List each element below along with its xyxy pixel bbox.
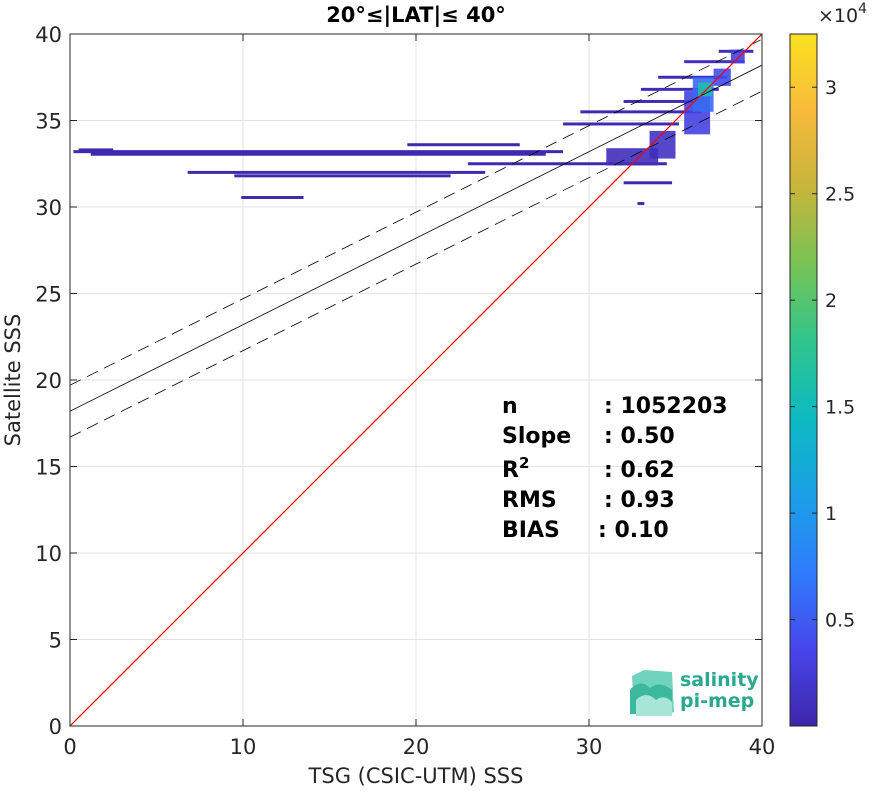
- density-row-16: [623, 181, 673, 185]
- density-row-11: [640, 87, 719, 91]
- density-row-5: [241, 195, 304, 199]
- stat-label-1: Slope: [502, 424, 571, 449]
- density-row-3: [187, 170, 486, 174]
- density-row-9: [580, 110, 702, 114]
- x-tick-label-3: 30: [576, 735, 603, 759]
- one-to-one-line: [70, 34, 762, 726]
- stat-value-4: : 0.10: [598, 518, 669, 543]
- colorbar-tick-label-5: 3: [825, 77, 837, 99]
- colorbar-tick-label-1: 1: [825, 503, 837, 525]
- colorbar-tick-label-0: 0.5: [825, 610, 855, 632]
- colorbar-multiplier: ×104: [818, 1, 867, 27]
- density-cell-6: [606, 148, 659, 166]
- x-tick-label-1: 10: [230, 735, 257, 759]
- stat-label-2: R2: [502, 454, 529, 483]
- density-row-8: [563, 122, 679, 126]
- colorbar-tick-label-2: 1.5: [825, 397, 855, 419]
- reference-lines: [70, 34, 762, 726]
- logo-line-1: salinity: [680, 669, 759, 691]
- density-row-2: [90, 152, 546, 156]
- y-tick-label-1: 5: [49, 629, 62, 653]
- colorbar-tick-label-4: 2.5: [825, 184, 855, 206]
- salinity-pi-mep-logo: salinity pi-mep: [630, 669, 759, 716]
- x-tick-label-0: 0: [63, 735, 76, 759]
- stat-value-0: : 1052203: [604, 394, 728, 419]
- density-row-10: [623, 99, 693, 103]
- density-cell-2: [697, 82, 712, 97]
- y-tick-label-6: 30: [35, 196, 62, 220]
- logo-line-2: pi-mep: [680, 690, 754, 712]
- density-row-15: [637, 202, 645, 206]
- y-tick-label-4: 20: [35, 369, 62, 393]
- y-tick-label-7: 35: [35, 110, 62, 134]
- grid: [70, 34, 762, 726]
- y-tick-label-0: 0: [49, 715, 62, 739]
- density-heatmap: [73, 49, 754, 206]
- confidence-upper-line: [70, 38, 762, 386]
- stat-label-0: n: [502, 394, 518, 419]
- stat-value-1: : 0.50: [604, 424, 675, 449]
- chart-title: 20°≤|LAT|≤ 40°: [326, 3, 506, 28]
- y-tick-label-5: 25: [35, 283, 62, 307]
- colorbar: [789, 33, 818, 727]
- x-axis-ticks: 0 10 20 30 40: [63, 34, 775, 759]
- colorbar-ticks: 0.5 1 1.5 2 2.5 3: [790, 77, 855, 632]
- statistics-box: n : 1052203 Slope : 0.50 R2 : 0.62 RMS : 0.93 BI…: [502, 394, 728, 543]
- y-tick-label-2: 10: [35, 542, 62, 566]
- x-tick-label-4: 40: [749, 735, 776, 759]
- density-row-4: [234, 174, 451, 178]
- y-axis-ticks: 0 5 10 15 20 25 30 35 40: [35, 23, 762, 739]
- y-tick-label-8: 40: [35, 23, 62, 47]
- density-row-0: [78, 148, 114, 152]
- stat-label-3: RMS: [502, 488, 557, 513]
- regression-line: [70, 64, 762, 412]
- x-axis-label: TSG (CSIC-UTM) SSS: [308, 764, 524, 788]
- confidence-lower-line: [70, 90, 762, 438]
- x-tick-label-2: 20: [403, 735, 430, 759]
- stat-value-3: : 0.93: [604, 488, 675, 513]
- density-row-1: [73, 150, 564, 154]
- stat-label-4: BIAS: [502, 518, 560, 543]
- wave-logo-icon: [630, 670, 674, 716]
- density-cell-3: [713, 68, 731, 86]
- density-row-7: [407, 143, 520, 147]
- density-row-6: [467, 162, 667, 166]
- stat-value-2: : 0.62: [604, 458, 675, 483]
- y-axis-label: Satellite SSS: [1, 314, 25, 447]
- y-tick-label-3: 15: [35, 456, 62, 480]
- density-row-13: [684, 60, 745, 64]
- colorbar-tick-label-3: 2: [825, 290, 837, 312]
